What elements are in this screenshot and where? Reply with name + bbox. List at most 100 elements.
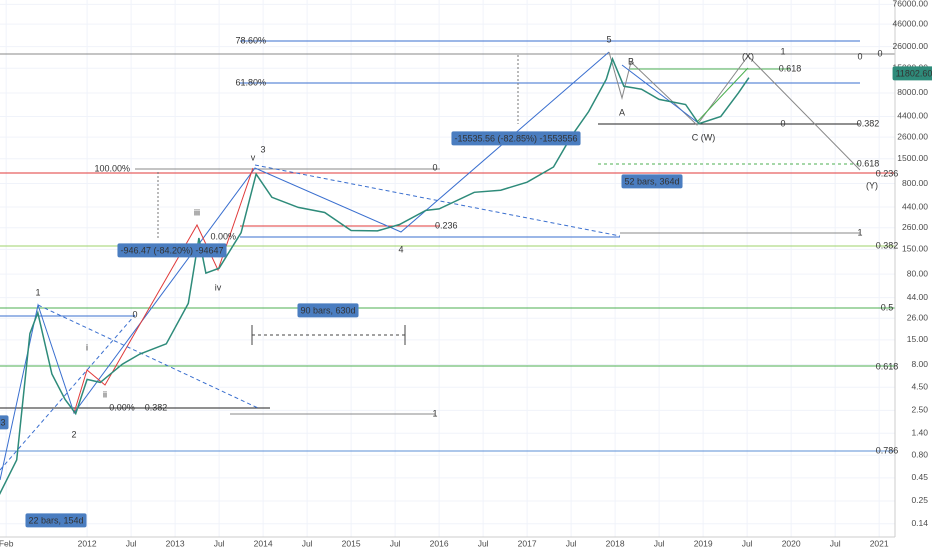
plot bbox=[0, 56, 750, 495]
y-tick-label: 4400.00 bbox=[897, 111, 928, 121]
annotation: 0 bbox=[780, 118, 785, 128]
label-box bbox=[451, 131, 581, 146]
y-tick-label: 2600.00 bbox=[897, 131, 928, 141]
annotation-text: 3 bbox=[260, 144, 265, 154]
y-tick-label: 2.50 bbox=[911, 405, 928, 415]
annotation: i bbox=[86, 342, 88, 352]
x-tick-label: Jul bbox=[126, 538, 137, 548]
annotation: 61.80% bbox=[235, 77, 266, 87]
label-box bbox=[25, 513, 87, 528]
drawings bbox=[0, 40, 895, 481]
annotation: 4 bbox=[398, 244, 403, 254]
x-tick-label: 2014 bbox=[254, 538, 273, 548]
annotation-text: (Y) bbox=[866, 180, 878, 190]
annotation-text: 0.00% bbox=[210, 231, 236, 241]
label-box-text: 11802.60 bbox=[896, 68, 932, 78]
price-line bbox=[0, 56, 750, 495]
label-box-text: 90 bars, 630d bbox=[300, 305, 355, 315]
annotation: 0.00% bbox=[210, 231, 236, 241]
annotation-text: 0 bbox=[780, 118, 785, 128]
y-tick-label: 150.00 bbox=[902, 244, 928, 254]
annotation: (X) bbox=[742, 51, 754, 61]
annotation: (W) bbox=[701, 132, 716, 142]
x-tick-label: Jul bbox=[390, 538, 401, 548]
annotation-text: iii bbox=[194, 207, 200, 217]
x-tick-label: 2021 bbox=[870, 538, 889, 548]
x-tick-label: Jul bbox=[742, 538, 753, 548]
x-tick-label: Jul bbox=[654, 538, 665, 548]
x-tick-label: Jul bbox=[830, 538, 841, 548]
y-tick-label: 80.00 bbox=[907, 268, 929, 278]
x-tick-label: Jul bbox=[478, 538, 489, 548]
annotation: 5 bbox=[606, 34, 611, 44]
annotation: 78.60% bbox=[235, 35, 266, 45]
annotation-text: v bbox=[251, 152, 256, 162]
x-tick-label: 2012 bbox=[78, 538, 97, 548]
annotation: 0.618 bbox=[857, 158, 880, 168]
annotation-text: 2 bbox=[71, 429, 76, 439]
x-tick-label: 2020 bbox=[782, 538, 801, 548]
annotation-text: 0.618 bbox=[876, 361, 899, 371]
annotation-text: iv bbox=[215, 282, 222, 292]
annotation: v bbox=[251, 152, 256, 162]
annotation: iv bbox=[215, 282, 222, 292]
y-tick-label: 26.00 bbox=[907, 313, 929, 323]
annotation: 22 bars, 154d bbox=[25, 513, 87, 528]
annotation-text: 0.236 bbox=[435, 220, 458, 230]
x-tick-label: Jul bbox=[302, 538, 313, 548]
y-tick-label: 76000.00 bbox=[893, 0, 929, 9]
annotation: 0.382 bbox=[857, 118, 880, 128]
annotation: 0.236 bbox=[876, 168, 899, 178]
annotation-text: 0.618 bbox=[857, 158, 880, 168]
annotation: 0.618 bbox=[876, 361, 899, 371]
x-tick-label: 2019 bbox=[694, 538, 713, 548]
annotation: -15535.56 (-82.85%) -1553556 bbox=[451, 131, 581, 146]
annotation: 1 bbox=[35, 287, 40, 297]
annotation: -946.47 (-84.20%) -94647 bbox=[117, 243, 227, 258]
y-tick-label: 44.00 bbox=[907, 292, 929, 302]
annotation: 1 bbox=[857, 227, 862, 237]
x-tick-label: 2015 bbox=[342, 538, 361, 548]
label-box bbox=[297, 303, 359, 318]
y-tick-label: 26000.00 bbox=[893, 41, 929, 51]
annotation-text: A bbox=[619, 107, 625, 117]
y-tick-label: 0.45 bbox=[911, 472, 928, 482]
annotation: 0.786 bbox=[876, 445, 899, 455]
label-box bbox=[892, 66, 932, 81]
annotation-text: ii bbox=[103, 389, 107, 399]
x-tick-label: Jul bbox=[566, 538, 577, 548]
x-tick-label: 2016 bbox=[430, 538, 449, 548]
annotation: (Y) bbox=[866, 180, 878, 190]
annotation: 0.382 bbox=[145, 402, 168, 412]
annotation: 2 bbox=[71, 429, 76, 439]
annotation: 100.00% bbox=[94, 163, 130, 173]
annotation-text: i bbox=[86, 342, 88, 352]
y-tick-label: 800.00 bbox=[902, 178, 928, 188]
y-tick-label: 440.00 bbox=[902, 201, 928, 211]
annotation-text: 1 bbox=[857, 227, 862, 237]
y-tick-label: 0.14 bbox=[911, 518, 928, 528]
y-tick-label: 8000.00 bbox=[897, 87, 928, 97]
annotation: 0.382 bbox=[876, 240, 899, 250]
annotation-text: 0.5 bbox=[881, 302, 894, 312]
grid bbox=[0, 0, 895, 537]
annotation-text: 1 bbox=[432, 408, 437, 418]
annotation: 0 bbox=[857, 51, 862, 61]
label-box bbox=[621, 174, 683, 189]
annotation-text: C bbox=[692, 132, 699, 142]
label-box-text: 3 bbox=[0, 417, 5, 427]
annotation-text: 4 bbox=[398, 244, 403, 254]
annotation: B bbox=[628, 56, 634, 66]
annotation-text: 0.382 bbox=[857, 118, 880, 128]
annotation: 52 bars, 364d bbox=[621, 174, 683, 189]
y-tick-label: 15.00 bbox=[907, 334, 929, 344]
y-tick-label: 0.25 bbox=[911, 495, 928, 505]
annotation: 90 bars, 630d bbox=[297, 303, 359, 318]
annotation: 0.618 bbox=[779, 63, 802, 73]
annotation-text: (W) bbox=[701, 132, 716, 142]
y-tick-label: 1500.00 bbox=[897, 153, 928, 163]
annotation-text: 0 bbox=[432, 162, 437, 172]
y-tick-label: 46000.00 bbox=[893, 18, 929, 28]
